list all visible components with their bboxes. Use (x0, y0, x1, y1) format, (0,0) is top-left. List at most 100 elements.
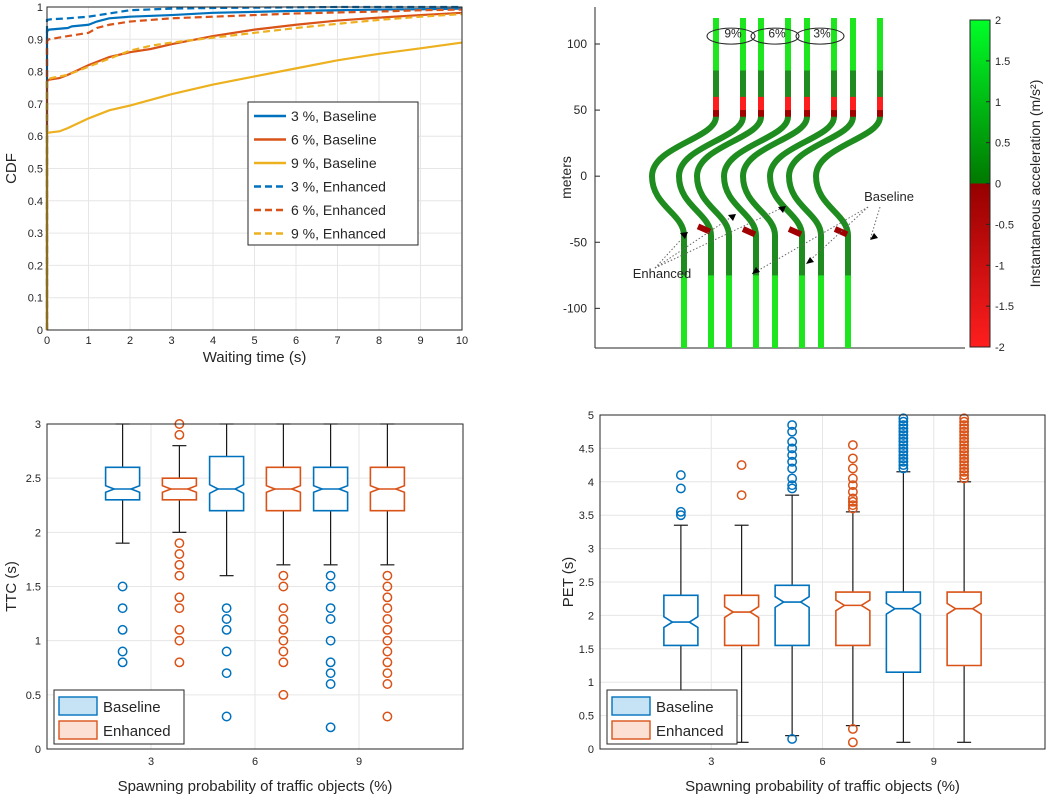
ttc-outlier (382, 657, 393, 668)
track-leader-enhanced (654, 231, 689, 269)
pet-outlier (898, 420, 909, 430)
cdf-axes-box (46, 6, 463, 331)
track-lane (648, 18, 719, 348)
colorbar-tick-label: -1.5 (995, 301, 1014, 313)
pet-outlier (847, 724, 858, 734)
ttc-legend-entry: Enhanced (103, 723, 171, 740)
ttc-outlier (117, 657, 128, 668)
cdf-y-tick-label: 0.4 (28, 196, 43, 208)
pet-outlier (959, 473, 970, 484)
cdf-x-tick-label: 10 (456, 335, 468, 347)
ttc-outlier (382, 635, 393, 646)
track-arrowhead (778, 206, 786, 213)
pet-outlier (736, 460, 747, 471)
pet-outlier (787, 443, 798, 454)
ttc-outlier (382, 603, 393, 614)
cdf-series-line (45, 8, 463, 330)
colorbar-tick-label: 0 (995, 179, 1001, 191)
ttc-outlier (325, 570, 336, 581)
pet-outlier (959, 440, 970, 451)
track-y-tick-label: 0 (580, 169, 587, 183)
cdf-y-tick-label: 0.6 (28, 131, 43, 143)
cdf-legend-entry: 3 %, Enhanced (291, 179, 386, 195)
pet-x-tick-label: 6 (819, 756, 825, 768)
pet-outlier (959, 430, 970, 440)
ttc-outlier (221, 646, 232, 657)
ttc-outlier (278, 657, 289, 668)
pet-outlier (675, 510, 686, 521)
pet-outlier (898, 443, 909, 454)
ttc-outlier (174, 603, 185, 614)
pet-outlier (675, 506, 686, 517)
cdf-x-tick-label: 1 (85, 335, 91, 347)
track-red-mark (741, 226, 757, 238)
ttc-outlier (278, 614, 289, 624)
track-lane (739, 18, 810, 348)
ttc-outlier (278, 635, 289, 646)
cdf-chart: 0 1 2 3 4 5 6 7 8 9 10 0 0.1 0.2 0.3 0.4 0.5 0.6 0.7 0.8 0.9… (3, 2, 468, 366)
cdf-y-tick-label: 0.8 (28, 67, 43, 79)
colorbar-tick-label: 1 (995, 97, 1001, 109)
pet-outlier (898, 446, 909, 457)
track-red-mark (787, 226, 803, 238)
colorbar-label: Instantaneous acceleration (m/s²) (1027, 80, 1043, 288)
track-lane (675, 18, 746, 348)
track-y-tick-label: 100 (567, 37, 587, 51)
cdf-y-tick-label: 1 (37, 2, 43, 14)
pet-y-tick-label: 4 (588, 477, 594, 489)
cdf-y-tick-label: 0.7 (28, 99, 43, 111)
ttc-outlier (278, 581, 289, 592)
ttc-x-axis-label: Spawning probability of traffic objects … (118, 778, 393, 795)
track-red-mark (833, 226, 849, 238)
pet-outlier (959, 416, 970, 427)
track-arrowhead (728, 214, 736, 221)
pet-outlier (847, 737, 858, 748)
ttc-x-tick-label: 9 (356, 756, 362, 768)
ttc-outlier (325, 679, 336, 689)
pet-outlier (898, 460, 909, 471)
track-chart: -100 -50 0 50 100 meters 9% 6% 3% Baseline Enhance… (558, 7, 1043, 354)
pet-box-baseline (885, 591, 922, 673)
cdf-legend-entry: 6 %, Baseline (291, 132, 377, 148)
ttc-outlier (174, 429, 185, 440)
pet-outlier (847, 453, 858, 464)
pet-outlier (847, 493, 858, 504)
pet-y-tick-label: 3.5 (579, 510, 594, 522)
cdf-series-line (45, 7, 463, 330)
pet-y-axis-label: PET (s) (560, 557, 577, 608)
cdf-series-line (45, 41, 463, 330)
pet-outlier (898, 423, 909, 434)
cdf-x-tick-label: 4 (210, 335, 216, 347)
ttc-outlier (174, 570, 185, 581)
track-arrowhead (752, 267, 760, 274)
ttc-outlier (174, 635, 185, 646)
track-y-tick-label: -50 (570, 235, 588, 249)
ttc-outlier (325, 657, 336, 668)
pet-outlier (898, 456, 909, 467)
track-leader-baseline (805, 206, 869, 265)
ttc-outlier (382, 711, 393, 722)
track-lane (720, 18, 791, 348)
pet-outlier (787, 734, 798, 744)
pet-outlier (787, 456, 798, 467)
track-arrowhead (870, 233, 878, 240)
pet-legend-entry: Baseline (656, 699, 714, 716)
pet-outlier (898, 450, 909, 461)
cdf-legend-entry: 3 %, Baseline (291, 108, 377, 124)
pet-outlier (787, 473, 798, 484)
ttc-legend-swatch (58, 720, 98, 740)
pet-y-tick-label: 4.5 (579, 443, 594, 455)
pet-outlier (675, 470, 686, 481)
pet-outlier (898, 416, 909, 427)
ttc-outlier (382, 646, 393, 657)
cdf-x-axis-label: Waiting time (s) (203, 349, 307, 366)
ttc-outlier (221, 603, 232, 614)
pet-outlier (959, 413, 970, 424)
ttc-outlier (382, 581, 393, 592)
colorbar-tick-label: 0.5 (995, 138, 1010, 150)
cdf-y-axis-label: CDF (3, 153, 20, 184)
pet-outlier (847, 486, 858, 497)
pet-outlier (787, 483, 798, 494)
ttc-outlier (174, 657, 185, 668)
